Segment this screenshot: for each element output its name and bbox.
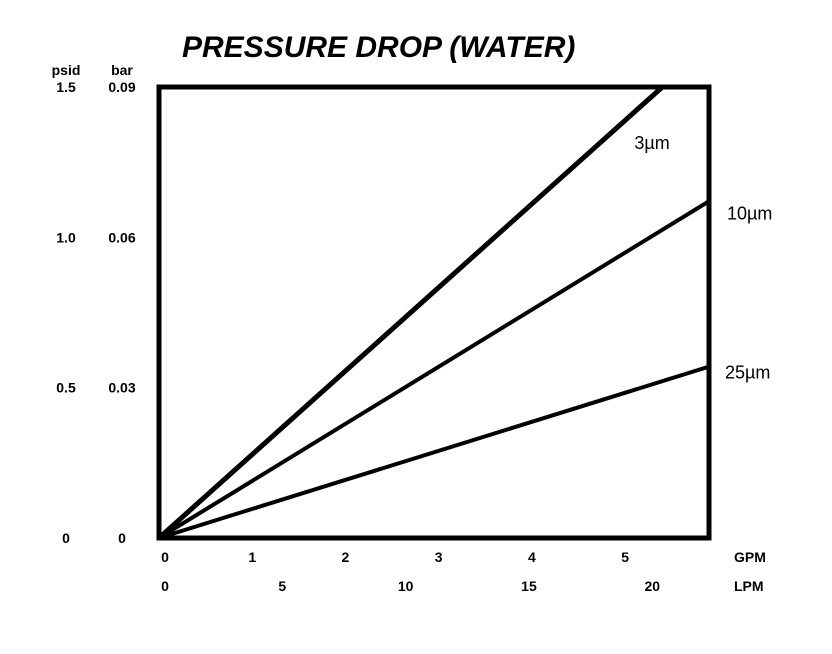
x-tick-label-gpm-5: 5 (621, 549, 629, 565)
series-line-0 (157, 85, 665, 540)
plot-frame (156, 84, 712, 541)
chart-title: PRESSURE DROP (WATER) (182, 31, 575, 64)
x-tick-label-lpm-1: 5 (278, 578, 286, 594)
x-tick-label-gpm-4: 4 (528, 549, 536, 565)
x-axis-ticks: 0 1 2 3 4 5 0 5 10 15 20 (161, 549, 660, 594)
y-tick-label-psid-0: 0 (62, 530, 70, 546)
x-tick-label-gpm-0: 0 (161, 549, 169, 565)
x-tick-label-lpm-0: 0 (161, 578, 169, 594)
y-axis-unit-bar: bar (111, 62, 133, 78)
y-axis-unit-psid: psid (52, 62, 81, 78)
series-label-0: 3µm (634, 133, 669, 153)
x-tick-label-lpm-2: 10 (398, 578, 414, 594)
x-tick-label-gpm-3: 3 (435, 549, 443, 565)
series-label-1: 10µm (727, 203, 772, 223)
y-tick-label-bar-3: 0.09 (108, 79, 135, 95)
plot-area (156, 84, 712, 541)
y-tick-label-psid-3: 1.5 (56, 79, 76, 95)
y-axis-ticks: 0 0.5 1.0 1.5 0 0.03 0.06 0.09 (56, 79, 136, 546)
y-tick-label-bar-1: 0.03 (108, 380, 135, 396)
series-line-1 (157, 199, 711, 540)
series-lines (157, 85, 711, 540)
series-labels: 3µm 10µm 25µm (634, 133, 772, 383)
y-tick-label-psid-2: 1.0 (56, 229, 76, 245)
x-tick-label-lpm-4: 20 (644, 578, 660, 594)
x-tick-label-lpm-3: 15 (521, 578, 537, 594)
series-line-2 (158, 364, 710, 540)
x-axis-unit-lpm: LPM (734, 578, 764, 594)
series-label-2: 25µm (725, 363, 770, 383)
y-tick-label-bar-2: 0.06 (108, 229, 135, 245)
y-tick-label-bar-0: 0 (118, 530, 126, 546)
x-axis-unit-gpm: GPM (734, 549, 766, 565)
x-tick-label-gpm-2: 2 (342, 549, 350, 565)
y-tick-label-psid-1: 0.5 (56, 380, 76, 396)
x-tick-label-gpm-1: 1 (248, 549, 256, 565)
